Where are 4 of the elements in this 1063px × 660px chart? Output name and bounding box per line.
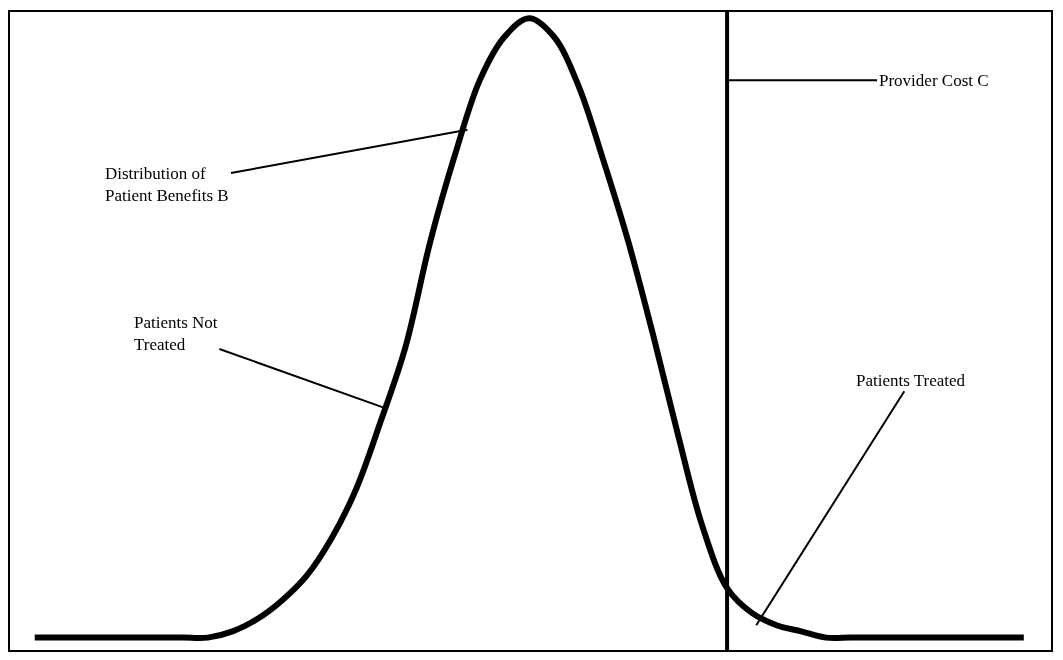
annotation: Patients Treated (856, 371, 966, 390)
annotation: Provider Cost C (879, 71, 989, 90)
annotation: Patients Not Treated (134, 313, 218, 355)
annotation: Distribution of Patient Benefits B (105, 164, 229, 206)
